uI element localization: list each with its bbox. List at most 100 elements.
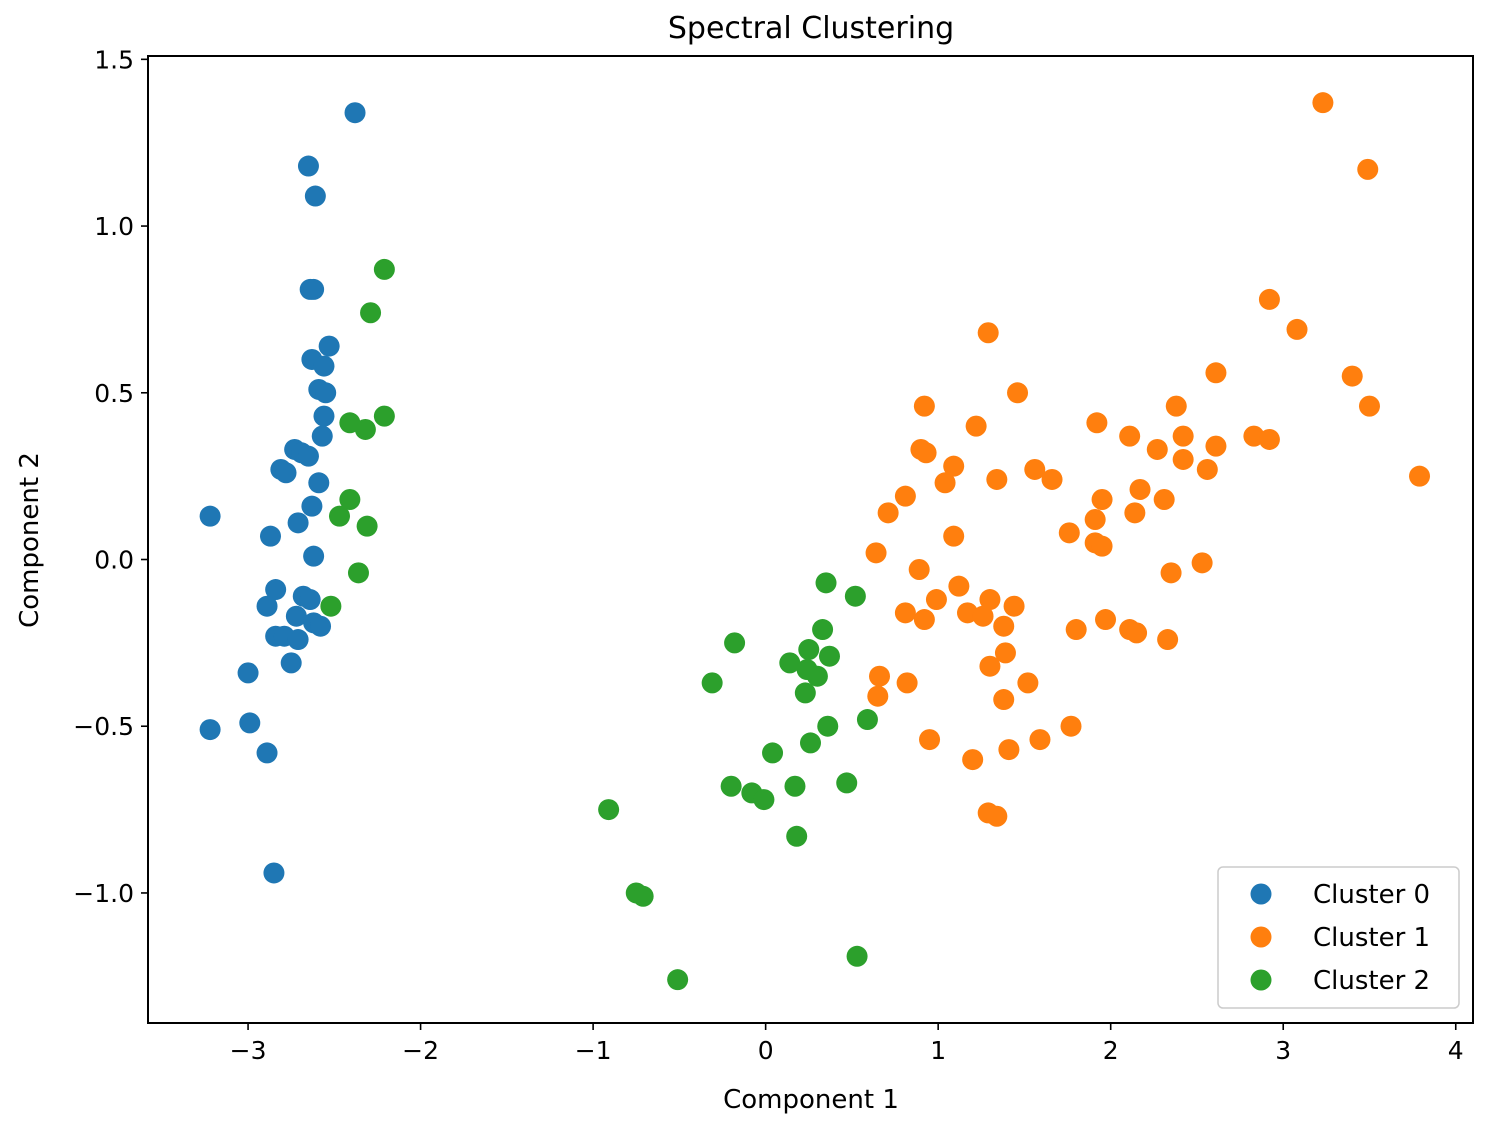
data-point	[894, 602, 916, 624]
data-point	[986, 805, 1008, 827]
data-point	[199, 505, 221, 527]
data-point	[915, 442, 937, 464]
data-point	[1153, 488, 1175, 510]
data-point	[1165, 395, 1187, 417]
plot-frame	[147, 55, 1474, 1024]
data-point	[313, 355, 335, 377]
data-point	[1095, 609, 1117, 631]
data-point	[867, 685, 889, 707]
data-point	[1091, 488, 1113, 510]
data-point	[806, 665, 828, 687]
legend-label: Cluster 0	[1313, 880, 1430, 910]
x-tick-label: 3	[1275, 1036, 1291, 1065]
legend: Cluster 0 Cluster 1 Cluster 2	[1217, 866, 1460, 1009]
data-point	[925, 589, 947, 611]
x-tick-label: 1	[930, 1036, 946, 1065]
legend-label: Cluster 2	[1313, 966, 1430, 996]
data-point	[784, 775, 806, 797]
data-point	[1286, 318, 1308, 340]
data-point	[1003, 595, 1025, 617]
data-point	[934, 472, 956, 494]
data-point	[1409, 465, 1431, 487]
data-point	[1041, 468, 1063, 490]
data-point	[304, 185, 326, 207]
series-cluster-1	[865, 92, 1431, 827]
data-point	[1172, 448, 1194, 470]
data-point	[237, 662, 259, 684]
data-point	[329, 505, 350, 527]
data-point	[701, 672, 723, 694]
data-point	[308, 472, 330, 494]
data-point	[310, 615, 332, 637]
data-point	[373, 405, 395, 427]
data-point	[667, 969, 689, 991]
legend-box	[1217, 866, 1460, 1009]
data-point	[199, 719, 221, 741]
legend-marker	[1250, 969, 1272, 991]
x-axis-label: Component 1	[723, 1085, 899, 1115]
data-point	[894, 485, 916, 507]
data-point	[344, 102, 366, 124]
data-point	[818, 645, 840, 667]
data-point	[280, 652, 302, 674]
points-layer	[199, 92, 1431, 991]
data-point	[313, 405, 335, 427]
data-point	[287, 512, 309, 534]
data-point	[1258, 288, 1280, 310]
data-point	[1191, 552, 1213, 574]
data-point	[373, 258, 395, 280]
legend-items: Cluster 0 Cluster 1 Cluster 2	[1250, 880, 1430, 996]
legend-marker	[1250, 926, 1272, 948]
y-tick-label: 0.5	[94, 379, 134, 408]
data-point	[993, 615, 1015, 637]
y-axis-label: Component 2	[15, 452, 45, 628]
chart-title: Spectral Clustering	[668, 11, 954, 46]
data-point	[896, 672, 918, 694]
data-point	[1007, 382, 1029, 404]
legend-label: Cluster 1	[1313, 923, 1430, 953]
data-point	[263, 862, 285, 884]
data-point	[943, 455, 965, 477]
data-point	[972, 605, 994, 627]
data-point	[877, 502, 899, 524]
data-point	[297, 445, 319, 467]
data-point	[986, 468, 1008, 490]
data-point	[812, 619, 834, 641]
data-point	[632, 885, 654, 907]
data-point	[320, 595, 342, 617]
data-point	[1086, 412, 1108, 434]
y-tick-label: 0.0	[94, 546, 134, 575]
data-point	[354, 418, 376, 440]
data-point	[256, 742, 278, 764]
data-point	[908, 559, 930, 581]
data-point	[1126, 622, 1148, 644]
y-tick-label: 1.0	[94, 212, 134, 241]
data-point	[1029, 729, 1051, 751]
data-point	[724, 632, 746, 654]
data-point	[259, 525, 281, 547]
data-point	[1358, 395, 1380, 417]
data-point	[265, 579, 287, 601]
data-point	[318, 335, 340, 357]
data-point	[256, 595, 278, 617]
data-point	[979, 655, 1001, 677]
data-point	[994, 642, 1016, 664]
data-point	[347, 562, 369, 584]
data-point	[598, 799, 620, 821]
y-tick-label: −0.5	[73, 712, 134, 741]
data-point	[869, 665, 891, 687]
data-point	[846, 945, 868, 967]
data-point	[356, 515, 378, 537]
data-point	[1024, 458, 1046, 480]
y-tick-label: 1.5	[94, 45, 134, 74]
data-point	[339, 488, 361, 510]
data-point	[1258, 428, 1280, 450]
data-point	[1172, 425, 1194, 447]
data-point	[913, 395, 935, 417]
data-point	[1065, 619, 1087, 641]
data-point	[993, 689, 1015, 711]
x-tick-label: 2	[1103, 1036, 1119, 1065]
x-tick-label: −2	[402, 1036, 439, 1065]
data-point	[1084, 508, 1106, 530]
